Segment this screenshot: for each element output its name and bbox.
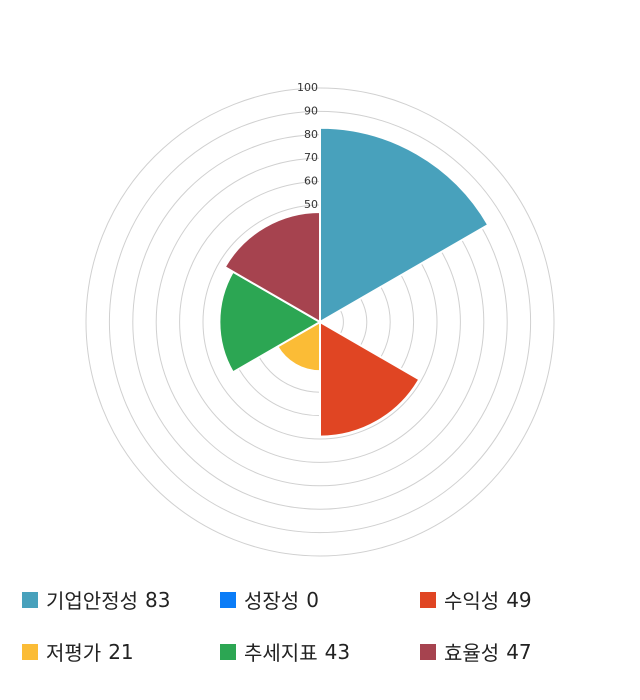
legend-swatch [220, 643, 236, 660]
r-tick-label: 70 [304, 151, 318, 164]
legend-item: 기업안정성 83 [22, 585, 170, 614]
legend-swatch [220, 591, 236, 608]
legend-value: 21 [108, 639, 134, 664]
legend-item: 추세지표 43 [220, 637, 350, 666]
r-tick-label: 80 [304, 128, 318, 141]
legend-label: 성장성 [244, 589, 300, 613]
r-tick-label: 90 [304, 104, 318, 117]
grid-ring [85, 87, 555, 557]
r-tick-label: 60 [304, 175, 318, 188]
r-tick-label: 50 [304, 198, 318, 211]
legend-label: 수익성 [444, 589, 500, 613]
legend-label: 저평가 [46, 641, 102, 665]
legend-swatch [22, 643, 38, 660]
chart: 102030405060708090100 [85, 81, 555, 557]
legend-value: 83 [145, 587, 171, 612]
wedge [319, 320, 421, 438]
legend-label: 효율성 [444, 641, 500, 665]
legend-swatch [22, 591, 38, 608]
legend-item: 효율성 47 [420, 637, 532, 666]
legend-value: 0 [306, 587, 319, 612]
wedge [319, 126, 490, 324]
legend-label: 추세지표 [244, 641, 318, 665]
legend-swatch [420, 591, 436, 608]
legend-value: 47 [506, 639, 532, 664]
legend-item: 저평가 21 [22, 637, 134, 666]
legend-item: 성장성 0 [220, 585, 319, 614]
legend-label: 기업안정성 [46, 589, 138, 613]
r-tick-label: 100 [297, 81, 318, 94]
wedge [218, 270, 322, 374]
legend-item: 수익성 49 [420, 585, 532, 614]
legend-value: 43 [324, 639, 351, 664]
wedge [223, 211, 321, 324]
legend-swatch [420, 643, 436, 660]
legend-value: 49 [506, 587, 532, 612]
grid-ring [108, 110, 532, 534]
